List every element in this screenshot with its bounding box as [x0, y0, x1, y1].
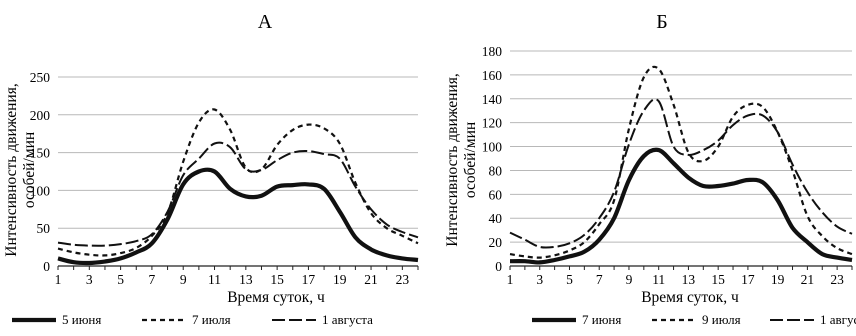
x-tick-label: 3 — [536, 272, 543, 287]
x-tick-label: 19 — [333, 272, 347, 287]
x-tick-label: 11 — [652, 272, 665, 287]
series-line-2 — [57, 108, 419, 257]
x-tick-label: 3 — [86, 272, 93, 287]
x-axis-label: Время суток, ч — [641, 289, 739, 306]
x-tick-labels: 1 3 5 7 9 11 13 15 17 19 21 23 — [507, 266, 853, 287]
x-tick-label: 5 — [566, 272, 573, 287]
x-tick-label: 13 — [682, 272, 696, 287]
legend-label: 5 июня — [62, 312, 101, 327]
y-tick-label: 50 — [37, 221, 51, 236]
y-tick-label: 0 — [43, 259, 50, 274]
y-axis-label-line1: Интенсивность движения, — [3, 83, 20, 256]
x-tick-label: 9 — [626, 272, 633, 287]
x-axis-label: Время суток, ч — [227, 289, 325, 306]
legend-label: 9 июля — [702, 312, 741, 327]
y-tick-label: 200 — [30, 108, 51, 123]
y-tick-label: 80 — [489, 163, 503, 178]
x-tick-label: 17 — [741, 272, 755, 287]
x-tick-label: 15 — [270, 272, 284, 287]
series-line-2 — [509, 65, 853, 259]
y-axis-label-line2: особей/мин — [21, 132, 38, 208]
y-tick-label: 160 — [482, 68, 503, 83]
y-axis-label-line2: особей/мин — [462, 122, 479, 198]
y-tick-label: 60 — [489, 187, 503, 202]
y-axis-label-line1: Интенсивность движения, — [444, 73, 461, 246]
legend-label: 7 июня — [582, 312, 621, 327]
y-tick-label: 0 — [495, 259, 502, 274]
y-tick-label: 100 — [482, 140, 503, 155]
x-tick-label: 21 — [801, 272, 815, 287]
x-tick-label: 5 — [117, 272, 124, 287]
series-line-3 — [509, 98, 853, 249]
y-gridlines — [58, 76, 418, 267]
y-tick-label: 120 — [482, 116, 503, 131]
x-tick-label: 7 — [596, 272, 603, 287]
x-tick-label: 9 — [180, 272, 187, 287]
x-tick-label: 1 — [55, 272, 62, 287]
series-line-1 — [509, 147, 853, 265]
x-tick-labels: 1 3 5 7 9 11 13 15 17 19 21 23 — [55, 266, 419, 287]
x-tick-label: 19 — [771, 272, 785, 287]
legend-label: 7 июля — [192, 312, 231, 327]
y-tick-label: 40 — [489, 211, 503, 226]
legend: 5 июня 7 июля 1 августа — [12, 312, 373, 327]
y-tick-label: 100 — [30, 183, 51, 198]
y-tick-label: 140 — [482, 92, 503, 107]
chart-title: Б — [656, 11, 667, 33]
y-tick-labels: 0 50 100 150 200 250 — [30, 70, 51, 274]
x-tick-label: 23 — [396, 272, 410, 287]
y-tick-label: 180 — [482, 44, 503, 59]
y-tick-label: 20 — [489, 235, 503, 250]
legend: 7 июня 9 июля 1 августа — [532, 312, 856, 327]
x-tick-label: 13 — [239, 272, 253, 287]
series-lines — [57, 108, 419, 266]
x-tick-label: 15 — [711, 272, 725, 287]
series-line-1 — [57, 167, 419, 266]
y-tick-label: 150 — [30, 146, 51, 161]
legend-label: 1 августа — [322, 312, 373, 327]
y-tick-labels: 0 20 40 60 80 100 120 140 160 180 — [482, 44, 503, 274]
y-tick-label: 250 — [30, 70, 51, 85]
legend-label: 1 августа — [820, 312, 856, 327]
chart-title: А — [258, 11, 273, 33]
x-tick-label: 21 — [364, 272, 378, 287]
x-tick-label: 23 — [830, 272, 844, 287]
series-line-3 — [57, 141, 419, 247]
series-lines — [509, 65, 853, 265]
x-tick-label: 7 — [149, 272, 156, 287]
x-tick-label: 11 — [208, 272, 221, 287]
x-tick-label: 17 — [302, 272, 316, 287]
x-tick-label: 1 — [507, 272, 514, 287]
